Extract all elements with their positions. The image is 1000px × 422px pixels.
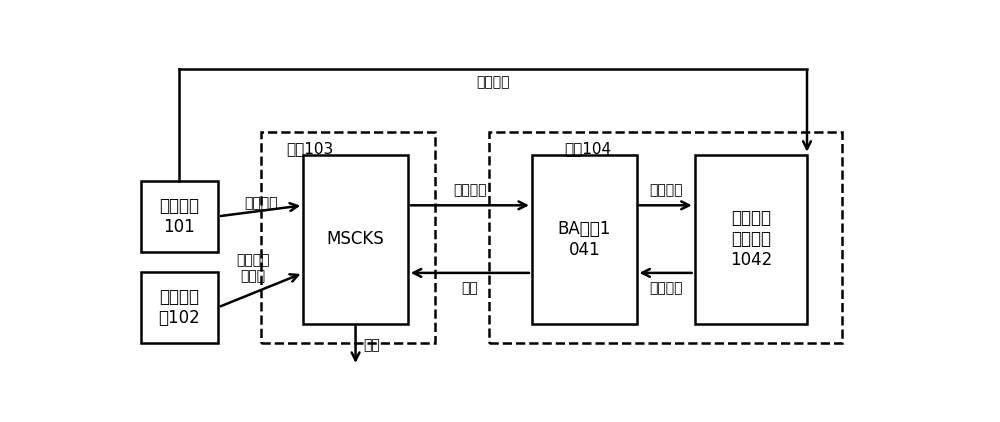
Bar — [489, 132, 842, 343]
Text: 摄像设备
101: 摄像设备 101 — [159, 197, 199, 236]
Text: 视觉特征: 视觉特征 — [476, 75, 510, 89]
Text: 视觉特征: 视觉特征 — [649, 281, 682, 295]
Text: 视觉特征: 视觉特征 — [244, 196, 277, 210]
Text: 前竾103: 前竾103 — [286, 142, 333, 157]
Text: BA模套1
041: BA模套1 041 — [558, 220, 611, 259]
Bar — [303, 154, 408, 324]
Text: MSCKS: MSCKS — [327, 230, 384, 248]
Text: 系统状态: 系统状态 — [649, 183, 682, 197]
Bar — [532, 154, 637, 324]
Bar — [140, 181, 218, 252]
Text: 系统状态: 系统状态 — [453, 183, 487, 197]
Text: 惯性传感
器102: 惯性传感 器102 — [158, 288, 200, 327]
Text: 反馈: 反馈 — [462, 281, 478, 295]
Text: 输出: 输出 — [363, 338, 380, 352]
Text: 后竾104: 后竾104 — [564, 142, 612, 157]
Text: 回路闭合
检测模块
1042: 回路闭合 检测模块 1042 — [730, 209, 772, 269]
Bar — [140, 272, 218, 343]
Bar — [261, 132, 435, 343]
Bar — [695, 154, 807, 324]
Text: 加速度和
角速度: 加速度和 角速度 — [236, 254, 270, 284]
